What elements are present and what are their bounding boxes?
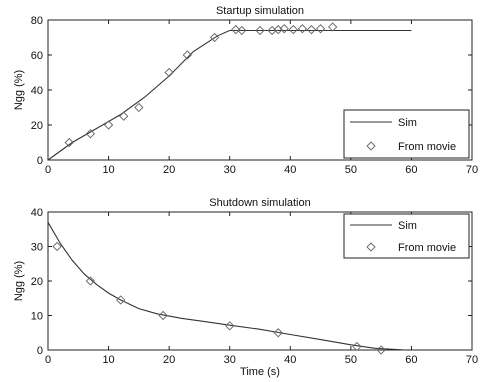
x-tick-label: 10	[102, 164, 114, 176]
y-axis-label: Ngg (%)	[13, 261, 25, 301]
data-point-from-movie	[85, 129, 96, 139]
x-tick-label: 50	[345, 354, 357, 366]
legend-label: Sim	[398, 117, 417, 129]
data-point-from-movie	[352, 341, 362, 352]
y-tick-label: 60	[31, 50, 43, 62]
y-tick-label: 30	[31, 242, 43, 254]
legend: Sim From movie	[343, 109, 470, 159]
legend-label: From movie	[398, 141, 456, 153]
x-tick-label: 20	[163, 354, 175, 366]
y-tick-label: 10	[31, 311, 43, 323]
x-tick-label: 0	[45, 354, 51, 366]
x-tick-label: 20	[163, 164, 175, 176]
x-tick-label: 0	[45, 164, 51, 176]
data-point-from-movie	[164, 67, 174, 78]
series-line-sim	[47, 222, 406, 351]
data-point-from-movie	[134, 102, 144, 113]
x-tick-label: 60	[405, 164, 417, 176]
series-line-sim	[47, 29, 412, 161]
data-point-from-movie	[255, 25, 265, 36]
chart-shutdown: 0 10 20 30 40 50 60 70 0 10 20 30 40 Shutdown simulat…	[13, 197, 478, 378]
data-point-from-movie	[237, 25, 247, 36]
legend-box	[343, 213, 470, 259]
chart-startup: 0 10 20 30 40 50 60 70 0 20 40 60 80 Startup simulati…	[13, 5, 478, 176]
y-tick-label: 0	[37, 345, 43, 357]
legend-label: Sim	[398, 220, 417, 232]
data-point-from-movie	[279, 24, 289, 34]
y-tick-label: 0	[37, 155, 43, 167]
legend-label: From movie	[398, 242, 456, 254]
data-point-from-movie	[119, 111, 129, 121]
data-point-from-movie	[116, 295, 126, 305]
x-tick-label: 30	[224, 164, 236, 176]
x-axis-label: Time (s)	[240, 366, 280, 378]
x-tick-label: 60	[405, 354, 417, 366]
x-tick-label: 40	[284, 164, 296, 176]
data-point-from-movie	[315, 24, 326, 34]
data-point-from-movie	[85, 276, 96, 286]
data-point-from-movie	[376, 345, 386, 355]
chart-title: Shutdown simulation	[209, 197, 311, 209]
x-tick-label: 10	[102, 354, 114, 366]
y-tick-label: 80	[31, 15, 43, 27]
data-point-from-movie	[209, 32, 220, 43]
y-tick-label: 20	[31, 120, 43, 132]
data-point-from-movie	[273, 328, 283, 338]
x-tick-label: 30	[224, 354, 236, 366]
y-tick-label: 40	[31, 207, 43, 219]
data-point-from-movie	[288, 24, 298, 35]
x-tick-label: 70	[466, 354, 478, 366]
x-tick-label: 50	[345, 164, 357, 176]
y-tick-label: 20	[31, 276, 43, 288]
data-point-from-movie	[52, 241, 62, 252]
y-tick-label: 40	[31, 85, 43, 97]
x-tick-label: 40	[284, 354, 296, 366]
legend-box	[343, 109, 470, 159]
x-tick-label: 70	[466, 164, 478, 176]
data-point-from-movie	[64, 137, 74, 148]
data-point-from-movie	[225, 321, 235, 331]
data-point-from-movie	[103, 120, 114, 130]
data-point-from-movie	[182, 50, 192, 60]
data-point-from-movie	[306, 24, 317, 35]
legend-swatch-from-movie	[366, 141, 376, 151]
legend: Sim From movie	[343, 213, 470, 259]
data-point-from-movie	[158, 310, 168, 321]
chart-title: Startup simulation	[216, 5, 304, 17]
y-axis-label: Ngg (%)	[13, 70, 25, 110]
data-point-from-movie	[297, 24, 308, 34]
data-point-from-movie	[231, 24, 241, 35]
legend-swatch-from-movie	[366, 242, 376, 252]
data-point-from-movie	[328, 22, 338, 32]
